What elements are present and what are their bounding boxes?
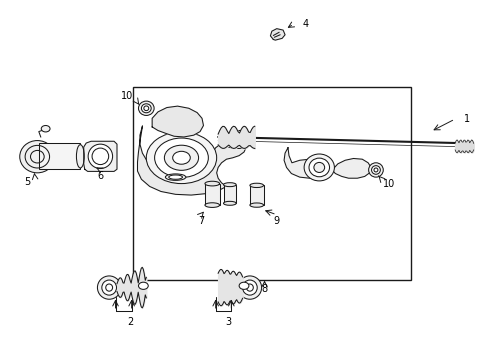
Text: 6: 6 (98, 171, 104, 181)
Ellipse shape (304, 154, 334, 181)
Text: 3: 3 (225, 317, 231, 327)
Ellipse shape (205, 203, 220, 207)
Text: 8: 8 (262, 284, 268, 294)
Ellipse shape (88, 144, 113, 168)
Circle shape (172, 151, 190, 164)
Polygon shape (138, 126, 246, 195)
Text: 4: 4 (303, 19, 309, 29)
Text: 9: 9 (274, 216, 280, 226)
Text: 1: 1 (464, 114, 470, 124)
Ellipse shape (142, 104, 151, 113)
Ellipse shape (20, 140, 55, 173)
Ellipse shape (139, 101, 154, 116)
Ellipse shape (76, 145, 84, 168)
Polygon shape (284, 148, 371, 178)
Circle shape (139, 282, 148, 289)
Text: 2: 2 (127, 317, 133, 327)
Ellipse shape (165, 174, 186, 180)
Bar (133, 87, 411, 280)
Ellipse shape (368, 163, 383, 177)
Ellipse shape (238, 276, 262, 299)
Text: 10: 10 (121, 91, 133, 101)
Circle shape (164, 145, 198, 170)
Ellipse shape (250, 203, 264, 207)
Polygon shape (84, 141, 117, 171)
Polygon shape (270, 29, 285, 40)
Bar (205, 184, 220, 205)
Text: 7: 7 (198, 216, 204, 226)
Polygon shape (152, 106, 203, 137)
Ellipse shape (223, 201, 236, 205)
Ellipse shape (309, 158, 330, 177)
Circle shape (239, 282, 249, 289)
Circle shape (155, 138, 208, 177)
Text: 5: 5 (24, 177, 31, 187)
Polygon shape (223, 131, 249, 148)
Ellipse shape (250, 183, 264, 188)
Circle shape (41, 126, 50, 132)
Ellipse shape (169, 175, 182, 179)
Ellipse shape (243, 280, 257, 295)
Text: 10: 10 (383, 179, 395, 189)
Ellipse shape (223, 183, 236, 186)
Circle shape (147, 132, 217, 184)
Ellipse shape (205, 181, 220, 186)
Ellipse shape (98, 276, 121, 299)
Ellipse shape (102, 280, 117, 295)
Bar (223, 185, 236, 203)
Ellipse shape (314, 162, 325, 172)
Ellipse shape (371, 166, 380, 174)
Bar (39, 143, 80, 169)
Bar (250, 185, 264, 205)
